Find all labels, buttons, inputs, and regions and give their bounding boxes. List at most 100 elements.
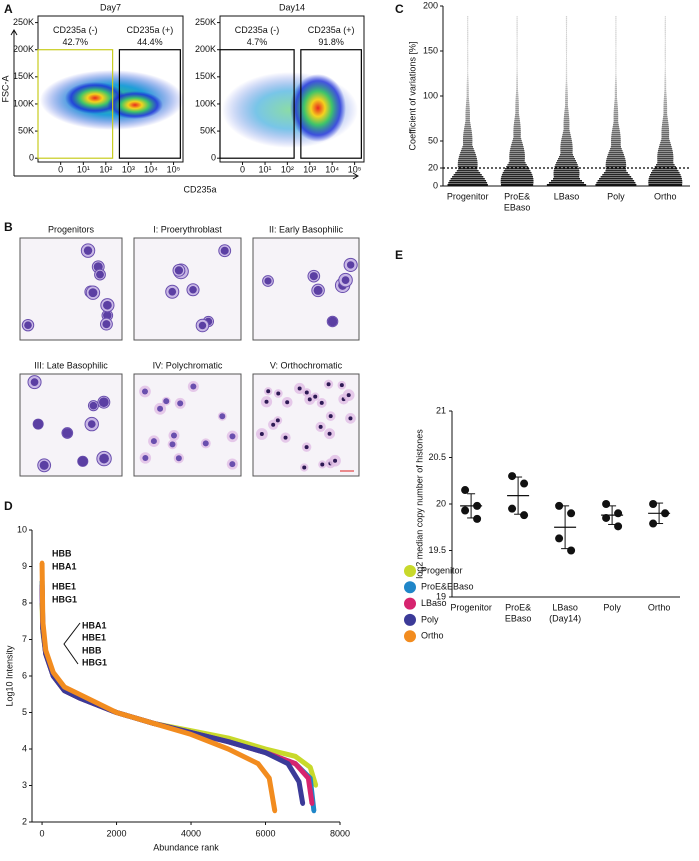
swarm-band [661,136,670,138]
micrograph [19,237,123,341]
x-tick-label: 8000 [330,828,350,838]
swarm-band [466,80,469,82]
y-tick-label: 100 [423,90,438,100]
swarm-band [516,58,518,60]
swarm-band [462,140,473,142]
annotation: HBA1 [52,561,77,571]
x-tick-label: 10⁵ [348,164,362,174]
swarm-band [664,34,666,36]
swarm-band [516,44,518,46]
swarm-band [615,80,617,82]
y-tick-label: 200 [423,0,438,10]
data-point [555,534,564,543]
annotation: HBE1 [82,632,106,642]
data-point [614,522,623,531]
nucleus [87,420,96,428]
data-point [602,513,611,522]
swarm-band [557,158,576,160]
swarm-band [560,146,573,148]
series-point [188,732,194,737]
gate [118,49,181,159]
swarm-band [565,36,568,38]
y-tick-label: 100K [195,98,216,108]
swarm-band [465,108,470,110]
nucleus [190,383,197,390]
series-point [40,619,46,624]
swarm-band [448,182,488,184]
swarm-band [465,106,470,108]
swarm-band [615,38,617,40]
swarm-band [611,138,621,140]
legend-swatch [404,597,416,610]
nucleus [302,465,307,470]
y-tick-label: 20 [436,498,446,508]
gate [219,49,295,159]
swarm-band [664,46,666,48]
swarm-band [610,148,622,150]
swarm-band [663,106,668,108]
legend-label: ProE&EBaso [421,582,474,592]
swarm-band [467,76,469,78]
y-tick-label: 21 [436,405,446,415]
nucleus [175,455,182,462]
swarm-band [560,148,573,150]
swarm-band [467,24,469,26]
swarm-band [560,142,573,144]
nucleus [327,431,332,436]
x-axis-label: CD235a [183,184,216,194]
gate-percent: 44.4% [137,37,163,47]
swarm-band [467,68,469,70]
nucleus [341,276,350,284]
swarm-band [447,184,488,186]
nucleus [168,287,177,296]
swarm-band [467,70,469,72]
swarm-band [467,28,469,30]
swarm-band [467,58,469,60]
swarm-band [515,106,519,108]
swarm-band [615,36,617,38]
swarm-band [553,172,580,174]
x-tick-label: Poly [603,602,621,612]
swarm-band [513,128,521,130]
swarm-band [467,18,469,20]
swarm-band [553,176,580,178]
swarm-band [564,110,569,112]
swarm-band [614,100,618,102]
annotation: HBA1 [82,620,107,630]
swarm-band [516,26,518,28]
x-tick-label: 10¹ [77,164,90,174]
annotation: HBB [82,645,102,655]
swarm-band [651,172,680,174]
swarm-band [662,120,669,122]
swarm-band [560,144,573,146]
swarm-band [662,118,668,120]
gate-name: CD235a (+) [126,25,173,35]
swarm-band [561,136,572,138]
x-tick-label: 6000 [255,828,275,838]
nucleus [285,400,290,405]
swarm-band [466,88,469,90]
swarm-band [658,148,673,150]
swarm-band [663,98,667,100]
y-axis-label: log2 median copy number of histones [414,429,424,579]
swarm-band [664,16,666,18]
y-axis-label: Log10 Intensity [4,645,14,707]
swarm-band [565,24,568,26]
swarm-band [467,54,469,56]
swarm-band [565,48,568,50]
swarm-band [559,154,574,156]
swarm-band [565,78,568,80]
swarm-band [615,66,617,68]
nucleus [202,440,209,447]
swarm-band [516,48,518,50]
swarm-band [565,68,568,70]
swarm-band [554,168,579,170]
x-tick-label: Progenitor [450,602,492,612]
swarm-band [615,62,617,64]
swarm-band [511,142,523,144]
swarm-band [565,72,568,74]
annotation: HBG1 [52,594,77,604]
x-tick-label: 4000 [181,828,201,838]
swarm-band [513,124,521,126]
swarm-band [516,52,518,54]
